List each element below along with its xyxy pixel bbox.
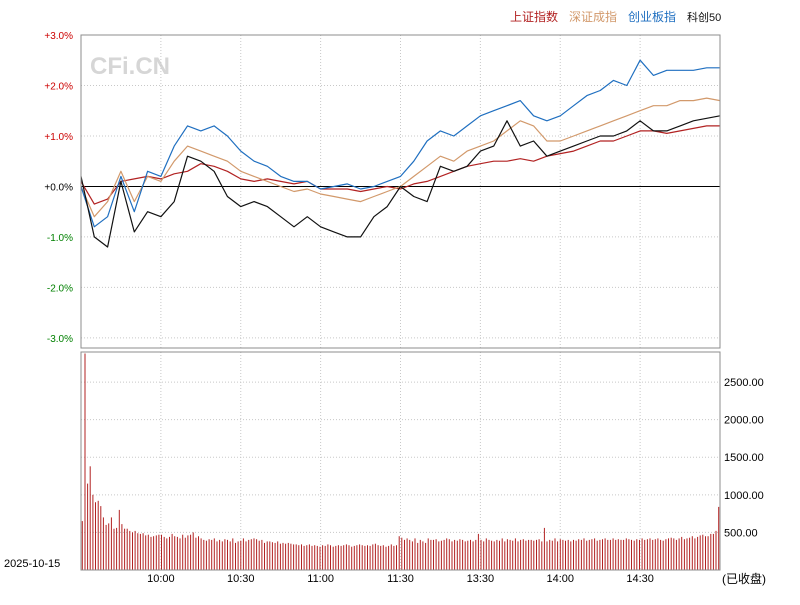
series-line-szse <box>80 97 721 218</box>
index-change-panel: +3.0% +2.0% +1.0% +0.0% -1.0% -2.0% -3.0% <box>44 31 721 349</box>
index-panel-frame <box>80 34 721 349</box>
index-y-tick-label: +1.0% <box>44 132 73 143</box>
legend-item-szse[interactable]: 深证成指 <box>569 9 617 24</box>
x-tick-label: 11:30 <box>387 573 414 585</box>
index-y-tick-label: -2.0% <box>47 283 73 294</box>
index-y-tick-label: +2.0% <box>44 81 73 92</box>
legend-item-star50[interactable]: 科创50 <box>687 10 721 24</box>
legend: 上证指数 深证成指 创业板指 科创50 <box>510 9 721 24</box>
x-tick-label: 10:30 <box>227 573 255 585</box>
x-tick-label: 11:00 <box>307 573 334 585</box>
time-axis: 10:00 10:30 11:00 11:30 13:30 14:00 14:30 <box>147 573 654 585</box>
index-y-tick-label: -1.0% <box>47 233 73 244</box>
x-tick-label: 13:30 <box>467 573 495 585</box>
index-panel-grid <box>81 34 720 348</box>
market-closed-label: (已收盘) <box>722 571 766 586</box>
index-y-tick-label: +3.0% <box>44 31 73 42</box>
volume-panel-grid <box>81 352 720 570</box>
date-label: 2025-10-15 <box>4 558 60 570</box>
volume-y-tick-label: 2000.00 <box>724 415 764 427</box>
series-line-chinext <box>80 59 720 228</box>
x-tick-label: 14:30 <box>626 573 654 585</box>
volume-panel: 2500.00 2000.00 1500.00 1000.00 500.00 <box>80 351 764 571</box>
series-line-star50 <box>80 115 721 248</box>
volume-y-tick-label: 500.00 <box>724 527 758 539</box>
index-y-tick-label: +0.0% <box>44 182 73 193</box>
volume-y-tick-label: 2500.00 <box>724 377 764 389</box>
volume-panel-y-axis: 2500.00 2000.00 1500.00 1000.00 500.00 <box>724 377 764 539</box>
volume-y-tick-label: 1500.00 <box>724 452 764 464</box>
series-line-sse <box>80 125 720 205</box>
index-panel-y-axis: +3.0% +2.0% +1.0% +0.0% -1.0% -2.0% -3.0% <box>44 31 73 345</box>
legend-item-chinext[interactable]: 创业板指 <box>628 9 676 24</box>
x-tick-label: 10:00 <box>147 573 175 585</box>
volume-bars <box>81 353 720 570</box>
volume-y-tick-label: 1000.00 <box>724 490 764 502</box>
index-y-tick-label: -3.0% <box>47 334 73 345</box>
volume-panel-frame <box>80 351 721 571</box>
x-tick-label: 14:00 <box>546 573 574 585</box>
index-lines <box>80 59 721 248</box>
legend-item-sse[interactable]: 上证指数 <box>510 9 558 24</box>
watermark-logo: CFi.CN <box>90 53 170 80</box>
